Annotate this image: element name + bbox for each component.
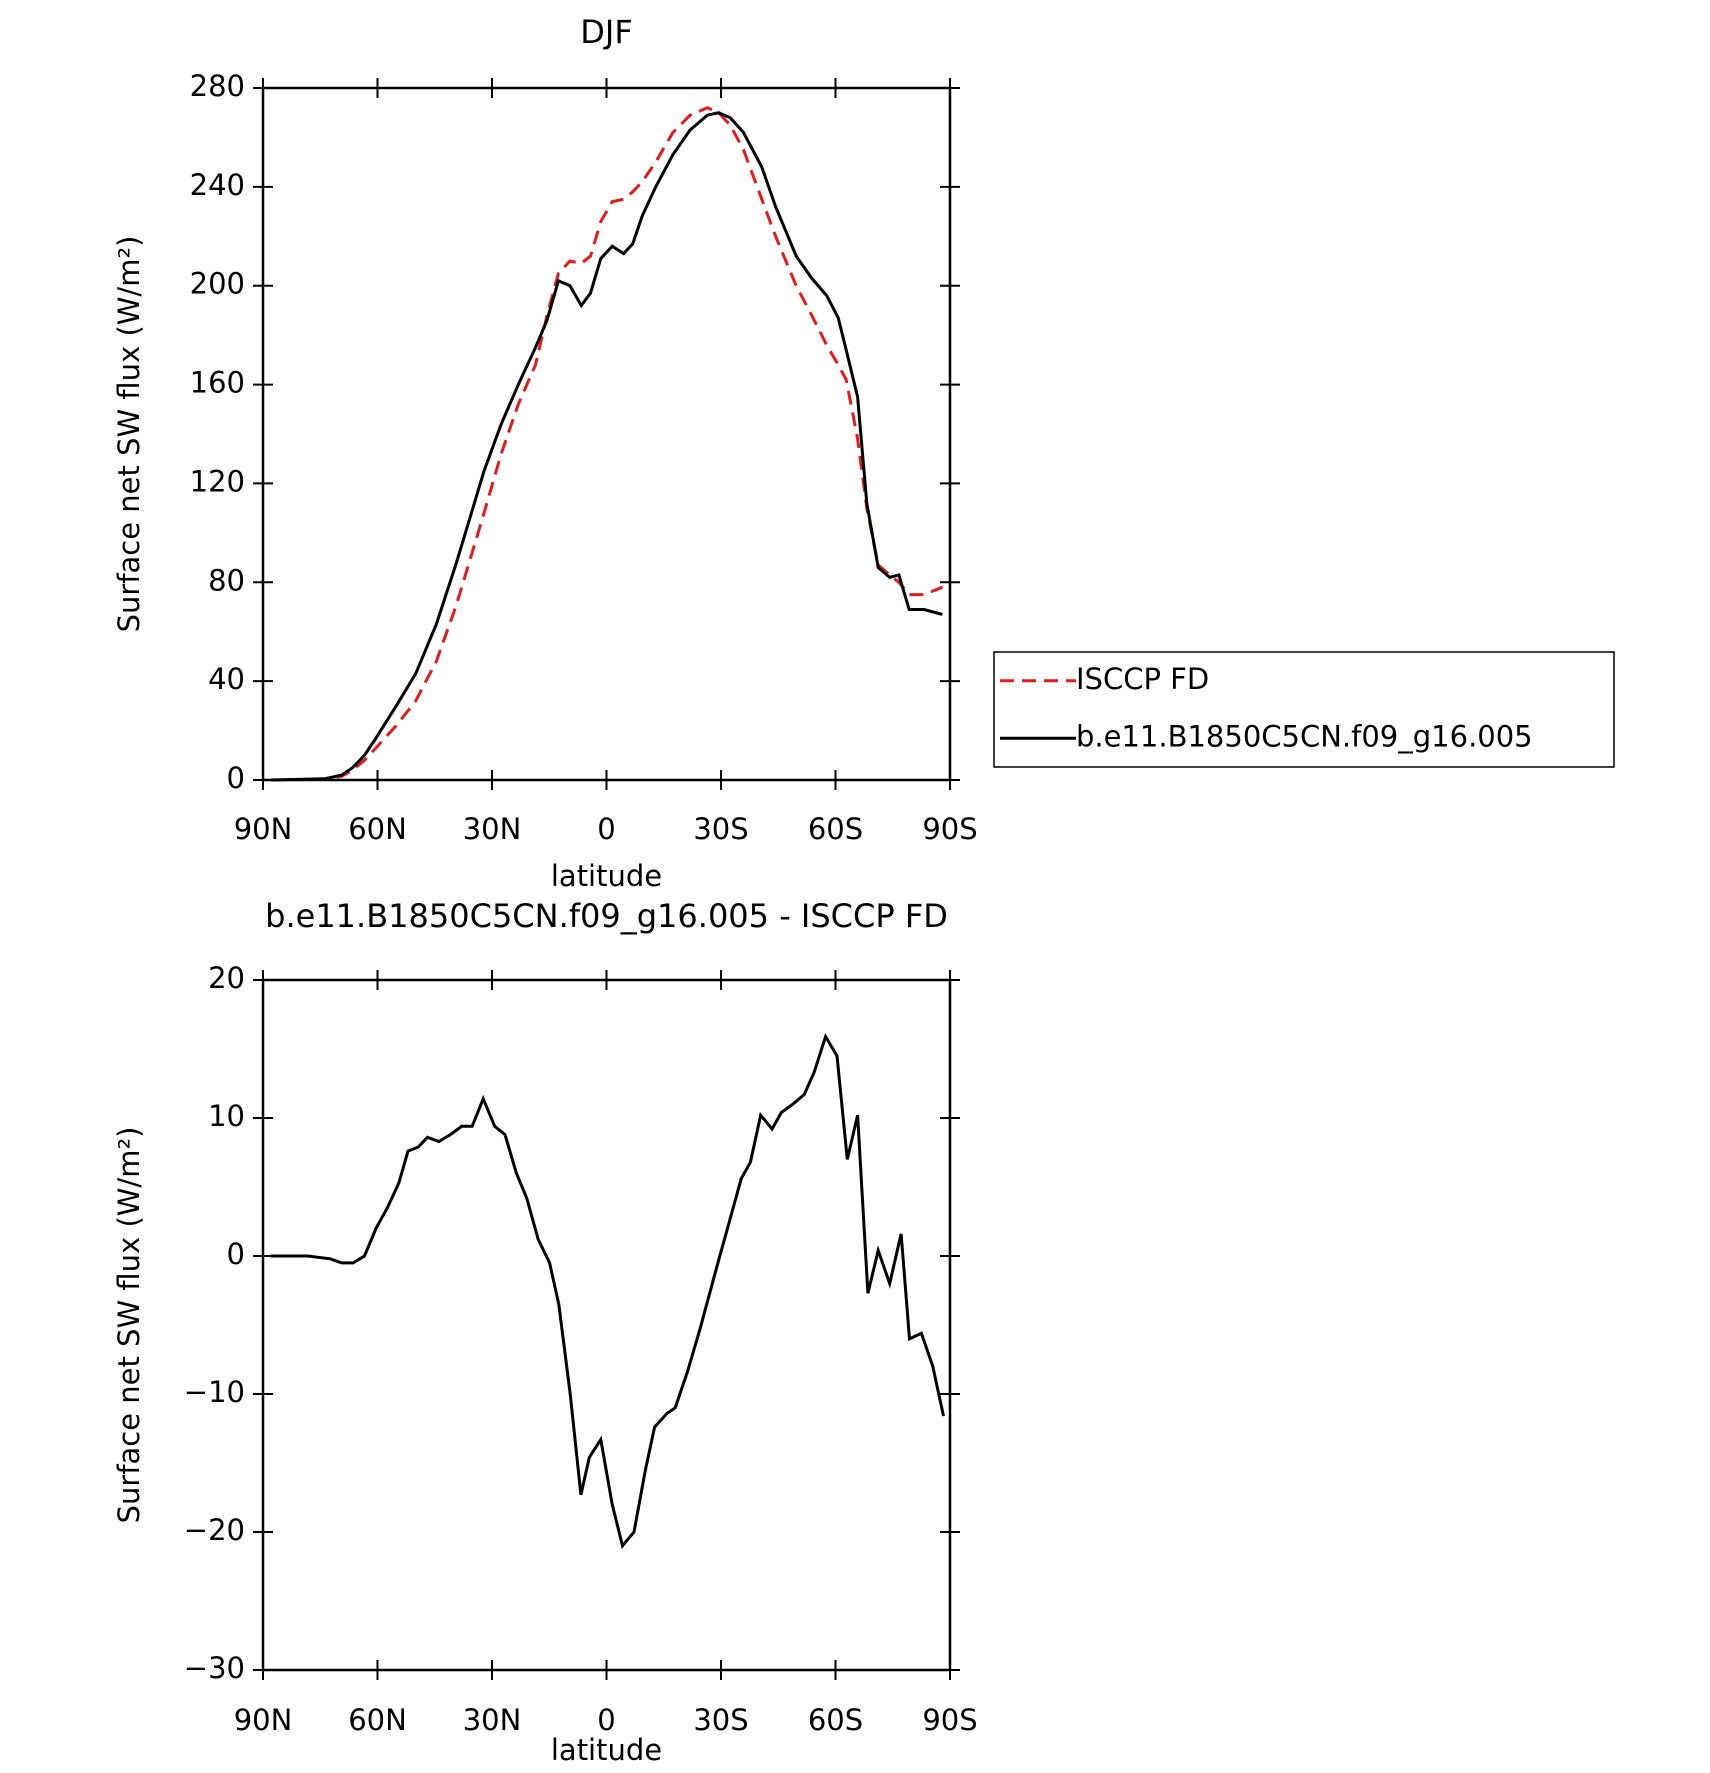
- plot-frame: [261, 86, 952, 782]
- x-tick-label: 30N: [463, 1703, 522, 1737]
- y-tick-label: −10: [184, 1375, 245, 1409]
- x-tick-label: 60S: [808, 812, 863, 846]
- plot-frame: [261, 978, 952, 1672]
- x-tick-label: 60N: [348, 1703, 407, 1737]
- x-axis-label: latitude: [551, 859, 662, 893]
- y-tick-label: 0: [227, 1237, 245, 1271]
- x-tick-label: 30N: [463, 812, 522, 846]
- y-tick-label: 40: [208, 662, 245, 696]
- x-axis-label: latitude: [551, 1733, 662, 1767]
- x-tick-label: 0: [597, 1703, 615, 1737]
- y-axis-label: Surface net SW flux (W/m²): [112, 1127, 146, 1524]
- chart-title: DJF: [580, 13, 632, 51]
- y-tick-label: 10: [208, 1099, 245, 1133]
- y-tick-label: 120: [190, 464, 245, 498]
- y-tick-label: 200: [190, 267, 245, 301]
- legend-box: [993, 651, 1615, 768]
- y-tick-label: 160: [190, 366, 245, 400]
- y-axis-label: Surface net SW flux (W/m²): [112, 236, 146, 633]
- y-tick-label: 0: [227, 761, 245, 795]
- chart-title: b.e11.B1850C5CN.f09_g16.005 - ISCCP FD: [265, 897, 948, 935]
- legend-label: ISCCP FD: [1076, 662, 1209, 696]
- y-tick-label: 280: [190, 69, 245, 103]
- y-tick-label: 20: [208, 961, 245, 995]
- y-tick-label: −20: [184, 1513, 245, 1547]
- x-tick-label: 60S: [808, 1703, 863, 1737]
- series-line: [270, 106, 943, 782]
- y-tick-label: −30: [184, 1651, 245, 1685]
- y-tick-label: 240: [190, 168, 245, 202]
- x-tick-label: 90S: [922, 812, 977, 846]
- x-tick-label: 30S: [693, 812, 748, 846]
- x-tick-label: 60N: [348, 812, 407, 846]
- y-tick-label: 80: [208, 563, 245, 597]
- x-tick-label: 90N: [234, 1703, 293, 1737]
- x-tick-label: 90N: [234, 812, 293, 846]
- x-tick-label: 0: [597, 812, 615, 846]
- series-line: [270, 111, 943, 782]
- x-tick-label: 30S: [693, 1703, 748, 1737]
- series-line: [271, 1032, 945, 1550]
- x-tick-label: 90S: [922, 1703, 977, 1737]
- legend-label: b.e11.B1850C5CN.f09_g16.005: [1076, 719, 1533, 753]
